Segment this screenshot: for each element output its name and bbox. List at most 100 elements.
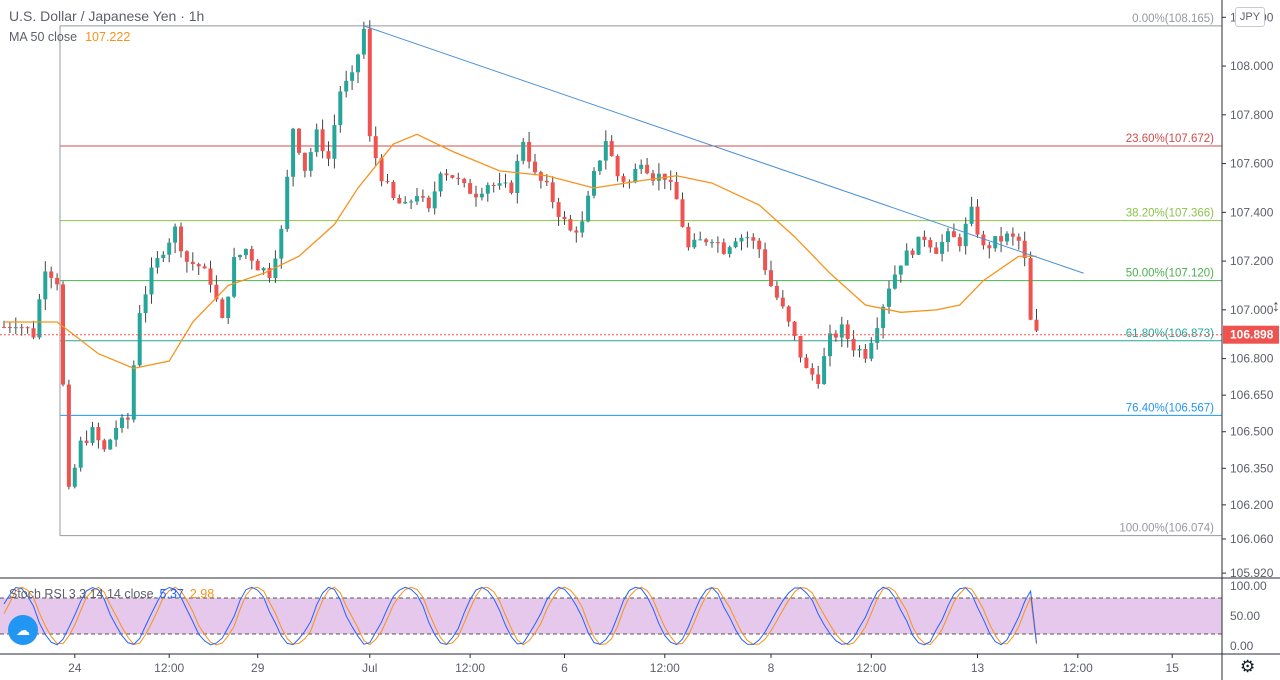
candle-body: [167, 242, 172, 255]
x-tick-label: 12:00: [1063, 661, 1093, 675]
candle-body: [474, 193, 478, 198]
candle-body: [544, 180, 549, 183]
candle-body: [102, 440, 107, 450]
candle-body: [385, 181, 390, 183]
y-tick-label: 107.400: [1230, 205, 1274, 219]
y-tick-label: 106.350: [1230, 461, 1274, 475]
candle-body: [656, 173, 661, 181]
candle-body: [792, 321, 797, 336]
candle-body: [521, 141, 526, 161]
candle-body: [338, 91, 343, 126]
fib-level-label: 0.00%(108.165): [1132, 13, 1214, 25]
candle-body: [556, 202, 561, 217]
candle-body: [361, 28, 366, 55]
candle-body: [426, 197, 431, 209]
y-tick-label: 107.800: [1230, 108, 1274, 122]
last-price-badge: [1223, 325, 1279, 344]
candle-body: [533, 161, 537, 173]
candle-body: [31, 328, 36, 338]
candle-body: [450, 175, 455, 178]
candle-body: [420, 196, 425, 198]
candle-body: [869, 342, 874, 359]
candle-body: [155, 258, 160, 268]
candle-body: [149, 267, 154, 295]
candle-body: [845, 324, 850, 339]
stoch-tick-label: 100.00: [1230, 579, 1267, 593]
candle-body: [462, 178, 467, 184]
stoch-rsi-pane: 100.00 50.00 0.00: [0, 579, 1267, 653]
candle-body: [131, 365, 136, 420]
candle-body: [66, 384, 71, 487]
candle-body: [184, 251, 189, 262]
candle-body: [609, 141, 614, 157]
y-tick-label: 107.600: [1230, 157, 1274, 171]
candle-body: [326, 151, 331, 159]
candle-body: [208, 268, 213, 285]
candle-body: [946, 231, 950, 243]
candle-body: [397, 197, 402, 204]
candle-body: [285, 176, 290, 229]
candle-body: [373, 136, 378, 159]
candle-body: [922, 236, 927, 241]
candle-body: [7, 327, 12, 329]
y-tick-label: 107.200: [1230, 254, 1274, 268]
stoch-legend[interactable]: Stoch RSI 3 3 14 14 close 5.37 2.98: [9, 587, 214, 601]
candles: [2, 20, 1039, 490]
candle-body: [96, 427, 101, 441]
x-tick-label: 12:00: [856, 661, 886, 675]
candle-body: [1028, 258, 1033, 320]
candle-body: [798, 335, 803, 358]
candle-body: [780, 297, 785, 307]
candle-body: [981, 234, 986, 246]
candle-body: [438, 173, 443, 192]
candle-body: [963, 223, 968, 247]
candle-body: [621, 176, 626, 182]
candle-body: [78, 440, 83, 468]
stoch-label: Stoch RSI 3 3 14 14 close: [9, 587, 154, 601]
candle-body: [757, 240, 762, 250]
candle-body: [226, 296, 231, 319]
candle-body: [910, 250, 915, 255]
candle-body: [1034, 319, 1039, 331]
candle-body: [125, 417, 130, 420]
candle-body: [751, 237, 756, 241]
y-tick-label: 106.500: [1230, 425, 1274, 439]
candle-body: [822, 356, 827, 384]
candle-body: [332, 125, 337, 159]
candle-body: [1010, 233, 1015, 237]
fib-level-label: 50.00%(107.120): [1126, 268, 1214, 280]
x-tick-label: 12:00: [154, 661, 184, 675]
candle-body: [503, 182, 508, 184]
candle-body: [993, 236, 998, 249]
candle-body: [291, 128, 296, 177]
instrument-title[interactable]: U.S. Dollar / Japanese Yen · 1h: [9, 8, 205, 24]
y-tick-label: 106.800: [1230, 352, 1274, 366]
candle-body: [550, 182, 555, 203]
candle-body: [698, 239, 703, 241]
candle-body: [686, 226, 691, 248]
candle-body: [715, 242, 720, 244]
candle-body: [828, 333, 832, 357]
candle-body: [916, 236, 921, 255]
candle-body: [137, 313, 142, 366]
candle-body: [220, 299, 225, 319]
candle-body: [108, 439, 113, 450]
trendline: 106.898: [0, 25, 1279, 344]
candle-body: [839, 324, 844, 338]
x-tick-label: 12:00: [650, 661, 680, 675]
candle-body: [314, 129, 319, 153]
candle-body: [975, 206, 980, 235]
stoch-tick-label: 50.00: [1230, 609, 1260, 623]
currency-button[interactable]: JPY: [1235, 7, 1265, 27]
candle-body: [887, 288, 891, 307]
candle-body: [586, 195, 591, 222]
candle-body: [580, 221, 585, 233]
y-tick-label: 108.000: [1230, 59, 1274, 73]
candle-body: [645, 164, 650, 174]
candle-body: [651, 173, 655, 181]
ma-legend[interactable]: MA 50 close 107.222: [9, 30, 204, 44]
tradingview-logo-icon[interactable]: ☁: [8, 615, 38, 645]
candle-body: [344, 80, 349, 92]
gear-icon[interactable]: ⚙: [1240, 657, 1256, 676]
